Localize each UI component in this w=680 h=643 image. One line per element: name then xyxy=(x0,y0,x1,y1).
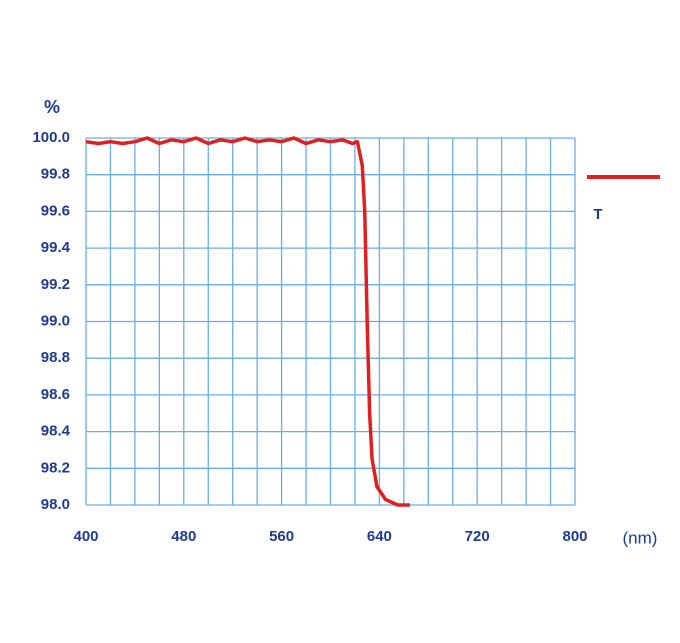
y-tick-label: 100.0 xyxy=(32,129,70,146)
y-tick-label: 99.0 xyxy=(41,312,70,329)
y-tick-label: 98.2 xyxy=(41,459,70,476)
series-line xyxy=(85,136,410,507)
y-tick-label: 98.0 xyxy=(41,496,70,513)
y-tick-label: 98.6 xyxy=(41,386,70,403)
y-axis-label: % xyxy=(44,97,60,117)
y-tick-label: 98.4 xyxy=(41,423,71,440)
x-tick-label: 400 xyxy=(73,528,98,545)
y-tick-label: 99.6 xyxy=(41,202,70,219)
y-tick-label: 98.8 xyxy=(41,349,70,366)
x-axis-label: (nm) xyxy=(623,528,658,547)
x-tick-label: 480 xyxy=(171,528,196,545)
x-tick-label: 800 xyxy=(562,528,587,545)
x-tick-label: 560 xyxy=(269,528,294,545)
x-tick-label: 720 xyxy=(465,528,490,545)
y-tick-label: 99.4 xyxy=(41,239,71,256)
y-tick-label: 99.8 xyxy=(41,166,70,183)
x-tick-label: 640 xyxy=(367,528,392,545)
legend-label: T xyxy=(593,206,602,223)
y-tick-label: 99.2 xyxy=(41,276,70,293)
